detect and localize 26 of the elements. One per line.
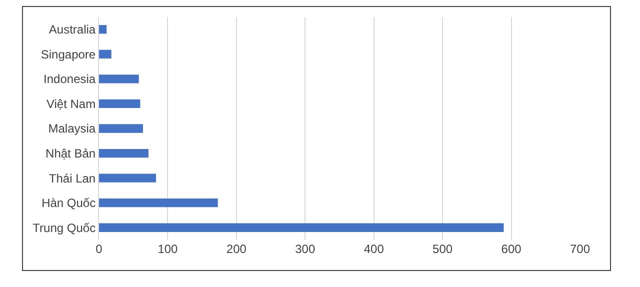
y-tick-label: Thái Lan bbox=[48, 171, 96, 186]
x-tick-label: 100 bbox=[158, 242, 178, 256]
y-tick-label: Australia bbox=[48, 22, 96, 37]
x-tick-label: 200 bbox=[226, 242, 247, 256]
y-tick-label: Singapore bbox=[40, 47, 96, 62]
bar bbox=[99, 50, 112, 58]
y-tick-label: Việt Nam bbox=[46, 96, 96, 111]
y-tick-label: Nhật Bản bbox=[46, 146, 96, 160]
bar bbox=[99, 25, 107, 34]
x-tick-label: 400 bbox=[364, 242, 384, 256]
bar bbox=[99, 223, 504, 232]
y-tick-label: Trung Quốc bbox=[32, 220, 96, 235]
bar bbox=[99, 198, 218, 208]
x-tick-label: 0 bbox=[96, 242, 103, 256]
bar bbox=[99, 74, 139, 84]
bar bbox=[99, 124, 143, 133]
x-tick-label: 300 bbox=[295, 242, 316, 256]
x-tick-label: 500 bbox=[432, 242, 453, 256]
bar bbox=[99, 99, 140, 108]
bar bbox=[99, 174, 156, 182]
bar bbox=[99, 148, 148, 158]
x-tick-label: 600 bbox=[501, 242, 522, 256]
y-tick-label: Malaysia bbox=[48, 122, 96, 136]
y-tick-label: Hàn Quốc bbox=[42, 196, 96, 210]
x-tick-label: 700 bbox=[570, 242, 590, 256]
y-tick-label: Indonesia bbox=[44, 72, 96, 86]
